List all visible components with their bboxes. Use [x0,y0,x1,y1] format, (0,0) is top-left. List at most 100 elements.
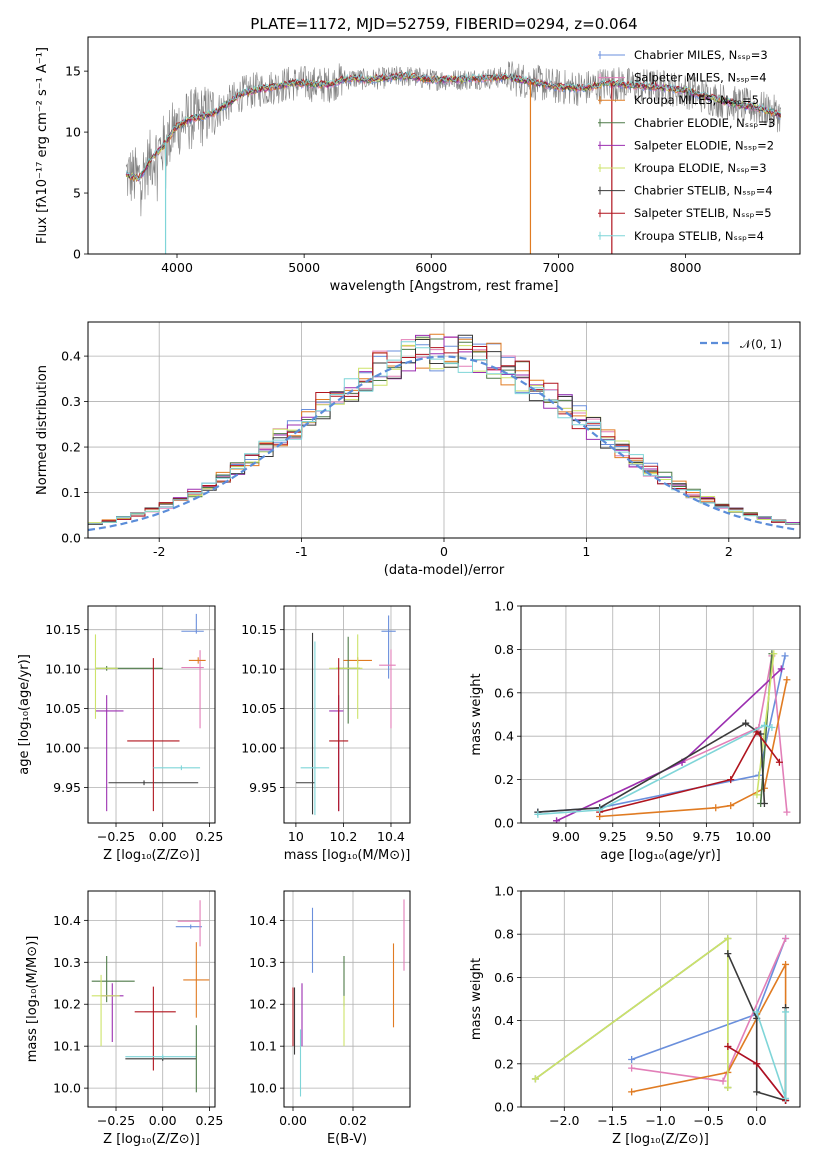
y-tick-label: 9.95 [53,780,81,795]
y-tick-label: 10.10 [45,662,81,677]
x-tick-label: 0.25 [195,829,223,844]
y-tick-label: 10.2 [53,997,81,1012]
series-marker [777,665,785,673]
legend-label: Salpeter ELODIE, Nₛₛₚ=2 [634,138,774,152]
axes-frame [87,605,216,824]
axes-frame [520,605,801,824]
y-axis-label: mass weight [469,958,484,1040]
series-marker [628,1064,636,1072]
legend-label: Kroupa ELODIE, Nₛₛₚ=3 [634,161,767,175]
y-tick-label: 10.1 [53,1039,81,1054]
x-tick-label: 4000 [161,260,193,275]
age_vs_mass-panel: 10 10.2 10.4 9.95 10.00 10.05 10.10 10.15 mass [… [241,605,411,863]
y-axis-label: age [log₁₀(age/yr)] [17,654,32,775]
y-tick-label: 0.2 [494,772,514,787]
x-axis-label: mass [log₁₀(M/M⊙)] [284,848,411,863]
y-tick-label: 5 [73,186,81,201]
x-tick-label: 0.02 [339,1113,367,1128]
y-tick-label: 0.0 [494,816,514,831]
series-line [756,653,775,795]
series-line [599,730,781,813]
legend-label: Salpeter MILES, Nₛₛₚ=4 [634,71,767,85]
x-tick-label: 0.0 [747,1113,767,1128]
series-line [556,655,788,822]
series-marker [781,652,789,660]
series-line [537,724,773,816]
chart-title: PLATE=1172, MJD=52759, FIBERID=0294, z=0… [250,15,637,33]
x-tick-label: 0.00 [279,1113,307,1128]
series-marker [782,960,790,968]
y-tick-label: 10.3 [53,955,81,970]
x-tick-label: −0.5 [693,1113,723,1128]
series-marker [712,804,720,812]
y-tick-label: 1.0 [494,599,514,614]
series-marker [724,935,732,943]
x-tick-label: −1.5 [597,1113,627,1128]
legend-label: 𝒩(0, 1) [740,337,782,351]
series-marker [628,1088,636,1096]
y-tick-label: 0.1 [61,485,81,500]
x-tick-label: 1 [582,544,590,559]
y-axis-label: Normed distribution [35,365,50,495]
age_vs_Z-panel: −0.25 0.00 0.25 9.95 10.00 10.05 10.10 10.15 Z [… [17,605,223,863]
axes-frame [520,890,801,1108]
x-tick-label: -1 [295,544,307,559]
y-tick-label: 10.0 [53,1081,81,1096]
x-tick-label: 0 [440,544,448,559]
x-axis-label: (data-model)/error [384,563,505,578]
series-marker [782,1094,790,1102]
x-tick-label: 9.75 [692,829,720,844]
massweight_vs_age-plot-area [534,650,791,823]
x-tick-label: 10.2 [330,829,358,844]
legend-label: Chabrier STELIB, Nₛₛₚ=4 [634,184,773,198]
y-tick-label: 10.15 [241,622,277,637]
series-marker [596,806,604,814]
x-tick-label: 8000 [670,260,702,275]
axes-frame [283,890,411,1108]
x-tick-label: 10 [288,829,304,844]
x-tick-label: 7000 [543,260,575,275]
legend-label: Kroupa STELIB, Nₛₛₚ=4 [634,229,764,243]
legend-label: Kroupa MILES, Nₛₛₚ=5 [634,93,759,107]
series-marker [783,808,791,816]
x-tick-label: 9.00 [552,829,580,844]
mass_vs_Z-panel: −0.25 0.00 0.25 10.0 10.1 10.2 10.3 10.4 Z [log₁… [25,890,223,1147]
y-tick-label: 0.4 [494,1013,514,1028]
series-marker [753,1060,761,1068]
series-marker [719,1077,727,1085]
y-tick-label: 10.00 [241,741,277,756]
axes-frame [283,605,411,824]
y-tick-label: 10.0 [249,1081,277,1096]
mass_vs_Z-plot-area [91,900,210,1093]
x-tick-label: −0.25 [97,829,135,844]
massweight_vs_Z-panel: −2.0 −1.5 −1.0 −0.5 0.0 0.0 0.2 0.4 0.6 0.8 1.0 Z [… [469,884,801,1147]
y-tick-label: 0.3 [61,394,81,409]
y-tick-label: 10 [65,125,81,140]
y-tick-label: 0.6 [494,970,514,985]
x-tick-label: 2 [725,544,733,559]
x-tick-label: −0.25 [97,1113,135,1128]
y-tick-label: 0 [73,247,81,262]
y-tick-label: 10.4 [249,913,277,928]
x-axis-label: Z [log₁₀(Z/Z⊙)] [103,1132,200,1147]
x-axis-label: E(B-V) [327,1132,367,1147]
x-tick-label: 0.25 [195,1113,223,1128]
y-tick-label: 10.3 [249,955,277,970]
x-tick-label: 0.00 [149,1113,177,1128]
axes-frame [87,321,801,539]
x-axis-label: Z [log₁₀(Z/Z⊙)] [103,848,200,863]
axes-frame [87,890,216,1108]
mass_vs_EBV-panel: 0.00 0.02 10.0 10.1 10.2 10.3 10.4 E(B-V) [249,890,411,1147]
series-marker [775,758,783,766]
legend-label: Salpeter STELIB, Nₛₛₚ=5 [634,206,772,220]
y-axis-label: mass [log₁₀(M/M⊙)] [25,936,40,1063]
x-axis-label: age [log₁₀(age/yr)] [600,848,721,863]
residuals-plot-area [88,333,800,532]
x-tick-label: 5000 [288,260,320,275]
residuals-panel: -2 -1 0 1 2 0.0 0.1 0.2 0.3 0.4 (data-model)/error… [35,321,801,578]
series-marker [782,935,790,943]
y-tick-label: 0.8 [494,642,514,657]
x-tick-label: 0.00 [149,829,177,844]
histogram-series [88,341,800,525]
histogram-series [88,334,800,525]
